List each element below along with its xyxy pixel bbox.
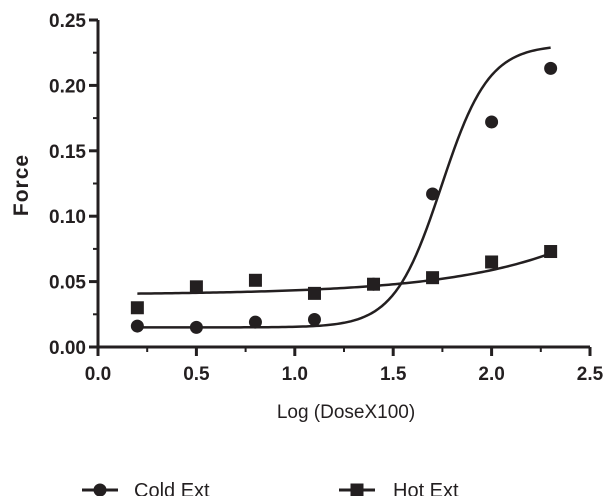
point-hot-ext	[544, 245, 558, 259]
point-hot-ext	[189, 280, 203, 294]
point-cold-ext	[130, 319, 144, 333]
point-hot-ext	[130, 301, 144, 315]
fit-curve-cold-ext	[137, 46, 551, 329]
y-tick-label: 0.25	[49, 11, 86, 32]
legend-item-hot-ext: Hot Ext	[339, 480, 459, 496]
legend: Cold Ext Hot Ext	[82, 480, 459, 496]
point-cold-ext	[426, 187, 440, 201]
fit-curves	[137, 46, 552, 329]
point-hot-ext	[367, 277, 381, 291]
y-tick-label: 0.00	[49, 338, 86, 359]
x-axis-title: Log (DoseX100)	[277, 402, 415, 423]
point-cold-ext	[189, 320, 203, 334]
point-cold-ext	[248, 315, 262, 329]
axes: 0.00 0.05 0.10 0.15 0.20 0.25 0.0 0.5 1.0 1.5 2.0 2…	[49, 11, 604, 385]
point-hot-ext	[248, 273, 262, 287]
y-tick-label: 0.20	[49, 76, 86, 97]
y-tick-label: 0.05	[49, 273, 86, 294]
legend-label-cold-ext: Cold Ext	[134, 480, 210, 496]
x-tick-label: 1.0	[282, 364, 308, 385]
legend-label-hot-ext: Hot Ext	[393, 480, 459, 496]
legend-marker-cold-ext	[93, 483, 107, 496]
y-axis-title: Force	[10, 154, 33, 216]
point-hot-ext	[307, 286, 321, 300]
y-tick-label: 0.10	[49, 207, 86, 228]
x-tick-label: 1.5	[380, 364, 407, 385]
x-tick-label: 0.5	[183, 364, 210, 385]
point-hot-ext	[426, 271, 440, 285]
point-cold-ext	[307, 313, 321, 327]
data-points	[130, 61, 558, 334]
x-tick-label: 2.0	[478, 364, 504, 385]
fit-curve-hot-ext	[137, 252, 552, 295]
point-cold-ext	[485, 115, 499, 129]
x-tick-label: 0.0	[85, 364, 111, 385]
point-cold-ext	[544, 61, 558, 75]
legend-item-cold-ext: Cold Ext	[82, 480, 210, 496]
x-tick-label: 2.5	[577, 364, 604, 385]
y-tick-label: 0.15	[49, 142, 86, 163]
point-hot-ext	[485, 255, 499, 269]
legend-marker-hot-ext	[350, 483, 364, 496]
